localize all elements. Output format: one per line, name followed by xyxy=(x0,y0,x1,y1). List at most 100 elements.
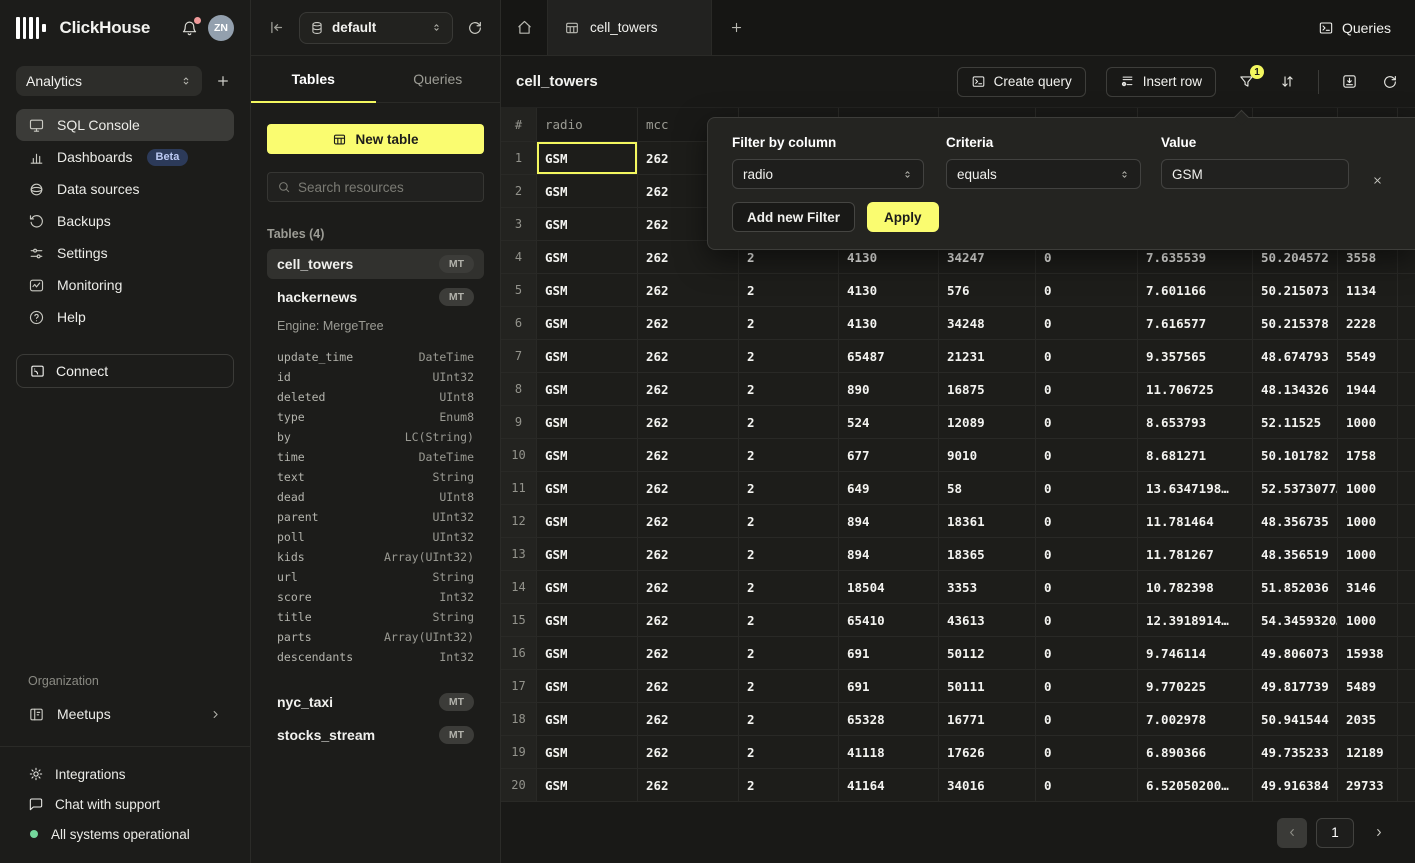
table-item-stocks-stream[interactable]: stocks_stream MT xyxy=(267,720,484,750)
cell[interactable]: 12.3918914… xyxy=(1138,604,1253,637)
cell[interactable]: 18365 xyxy=(939,538,1036,571)
cell[interactable]: 2 xyxy=(739,241,839,274)
cell[interactable]: 6.890366 xyxy=(1138,736,1253,769)
filter-criteria-select[interactable]: equals xyxy=(946,159,1141,189)
cell[interactable]: 16875 xyxy=(939,373,1036,406)
cell[interactable]: 9.357565 xyxy=(1138,340,1253,373)
refresh-tables-icon[interactable] xyxy=(465,18,485,38)
tab-queries[interactable]: Queries xyxy=(413,71,463,87)
sidebar-item-data-sources[interactable]: Data sources xyxy=(16,173,234,205)
cell[interactable]: 8.681271 xyxy=(1138,439,1253,472)
cell[interactable]: 262 xyxy=(638,736,739,769)
table-item-nyc-taxi[interactable]: nyc_taxi MT xyxy=(267,687,484,717)
cell[interactable]: 1758 xyxy=(1338,439,1398,472)
cell[interactable]: 49.916384 xyxy=(1253,769,1338,802)
cell[interactable]: 3353 xyxy=(939,571,1036,604)
cell[interactable]: 2 xyxy=(739,340,839,373)
cell[interactable]: 691 xyxy=(839,670,939,703)
sidebar-item-help[interactable]: Help xyxy=(16,301,234,333)
cell[interactable]: 58 xyxy=(939,472,1036,505)
cell[interactable]: GSM xyxy=(537,571,638,604)
collapse-panel-icon[interactable] xyxy=(266,17,287,38)
cell[interactable]: 2 xyxy=(739,307,839,340)
sort-icon[interactable] xyxy=(1277,71,1298,92)
cell[interactable]: 2 xyxy=(739,703,839,736)
cell[interactable]: 0 xyxy=(1036,472,1138,505)
filter-value-input[interactable] xyxy=(1161,159,1349,189)
cell[interactable]: 7.635539 xyxy=(1138,241,1253,274)
next-page-button[interactable] xyxy=(1363,818,1393,848)
cell[interactable]: 29733 xyxy=(1338,769,1398,802)
cell[interactable]: 10.782398 xyxy=(1138,571,1253,604)
cell[interactable]: 49.735233 xyxy=(1253,736,1338,769)
connect-button[interactable]: Connect xyxy=(16,354,234,388)
cell[interactable]: 9.770225 xyxy=(1138,670,1253,703)
column-header-radio[interactable]: radio xyxy=(537,108,638,142)
cell[interactable]: GSM xyxy=(537,670,638,703)
cell[interactable]: 15938 xyxy=(1338,637,1398,670)
cell[interactable]: GSM xyxy=(537,637,638,670)
cell[interactable]: 0 xyxy=(1036,637,1138,670)
home-tab[interactable] xyxy=(501,0,548,55)
cell[interactable]: 50.941544 xyxy=(1253,703,1338,736)
cell[interactable]: 262 xyxy=(638,406,739,439)
cell[interactable]: 262 xyxy=(638,274,739,307)
cell[interactable]: 48.134326 xyxy=(1253,373,1338,406)
cell[interactable]: 16771 xyxy=(939,703,1036,736)
cell[interactable]: GSM xyxy=(537,505,638,538)
cell[interactable]: 18504 xyxy=(839,571,939,604)
cell[interactable]: 0 xyxy=(1036,769,1138,802)
cell[interactable]: 51.852036 xyxy=(1253,571,1338,604)
cell[interactable]: 0 xyxy=(1036,703,1138,736)
cell[interactable]: 649 xyxy=(839,472,939,505)
cell[interactable]: 2 xyxy=(739,736,839,769)
cell[interactable]: 65328 xyxy=(839,703,939,736)
cell[interactable]: 262 xyxy=(638,241,739,274)
cell[interactable]: 54.3459320… xyxy=(1253,604,1338,637)
cell[interactable]: GSM xyxy=(537,406,638,439)
insert-row-button[interactable]: Insert row xyxy=(1105,66,1216,97)
cell[interactable]: 0 xyxy=(1036,670,1138,703)
cell[interactable]: 0 xyxy=(1036,736,1138,769)
cell[interactable]: 262 xyxy=(638,373,739,406)
cell[interactable]: 2 xyxy=(739,505,839,538)
cell[interactable]: 50112 xyxy=(939,637,1036,670)
cell[interactable]: 12189 xyxy=(1338,736,1398,769)
cell[interactable]: GSM xyxy=(537,439,638,472)
sidebar-item-integrations[interactable]: Integrations xyxy=(28,759,222,789)
new-table-button[interactable]: New table xyxy=(267,124,484,154)
previous-page-button[interactable] xyxy=(1277,817,1307,848)
add-workspace-button[interactable] xyxy=(212,70,234,92)
cell[interactable]: GSM xyxy=(537,373,638,406)
cell[interactable]: 2 xyxy=(739,571,839,604)
cell[interactable]: GSM xyxy=(537,340,638,373)
cell[interactable]: 262 xyxy=(638,472,739,505)
cell[interactable]: 0 xyxy=(1036,373,1138,406)
cell[interactable]: 890 xyxy=(839,373,939,406)
cell[interactable]: 43613 xyxy=(939,604,1036,637)
cell[interactable]: GSM xyxy=(537,208,638,241)
refresh-icon[interactable] xyxy=(1380,72,1400,92)
cell[interactable]: 262 xyxy=(638,307,739,340)
cell[interactable]: 50.215378 xyxy=(1253,307,1338,340)
cell[interactable]: 0 xyxy=(1036,604,1138,637)
cell[interactable]: 41118 xyxy=(839,736,939,769)
cell[interactable]: 12089 xyxy=(939,406,1036,439)
cell[interactable]: 48.356519 xyxy=(1253,538,1338,571)
cell[interactable]: 2 xyxy=(739,439,839,472)
cell[interactable]: GSM xyxy=(537,703,638,736)
cell[interactable]: 7.002978 xyxy=(1138,703,1253,736)
cell[interactable]: 34016 xyxy=(939,769,1036,802)
cell[interactable]: 65410 xyxy=(839,604,939,637)
cell[interactable]: GSM xyxy=(537,175,638,208)
cell[interactable]: 50111 xyxy=(939,670,1036,703)
cell[interactable]: GSM xyxy=(537,604,638,637)
queries-button[interactable]: Queries xyxy=(1318,0,1391,55)
cell[interactable]: 11.781267 xyxy=(1138,538,1253,571)
cell[interactable]: 11.706725 xyxy=(1138,373,1253,406)
system-status[interactable]: All systems operational xyxy=(28,819,222,849)
cell[interactable]: GSM xyxy=(537,769,638,802)
cell[interactable]: 11.781464 xyxy=(1138,505,1253,538)
filter-funnel-icon[interactable]: 1 xyxy=(1236,65,1264,92)
column-header-row-number[interactable]: # xyxy=(501,108,537,142)
